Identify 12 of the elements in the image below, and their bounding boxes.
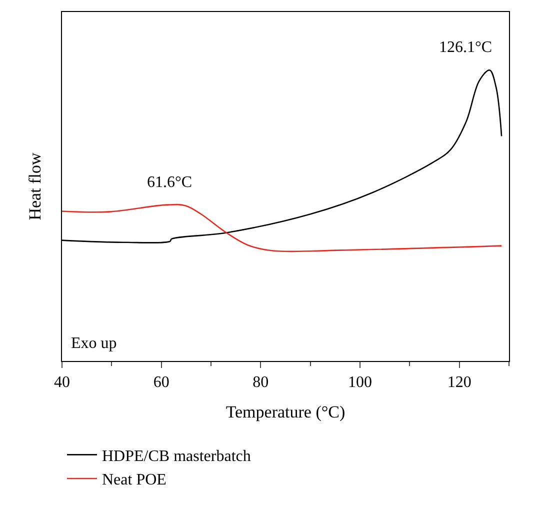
legend-label: HDPE/CB masterbatch <box>102 448 251 465</box>
x-axis-title: Temperature (°C) <box>226 402 346 422</box>
x-tick-label: 100 <box>348 374 372 392</box>
x-tick-label: 80 <box>252 374 269 392</box>
y-axis-title: Heat flow <box>26 152 45 220</box>
annotation: 126.1°C <box>439 39 492 56</box>
x-tick-label: 40 <box>54 374 70 392</box>
x-tick-label: 60 <box>153 374 170 392</box>
x-tick-label: 120 <box>447 374 472 392</box>
legend-label: Neat POE <box>102 472 166 489</box>
annotation: 61.6°C <box>147 174 192 191</box>
annotation: Exo up <box>71 335 117 352</box>
